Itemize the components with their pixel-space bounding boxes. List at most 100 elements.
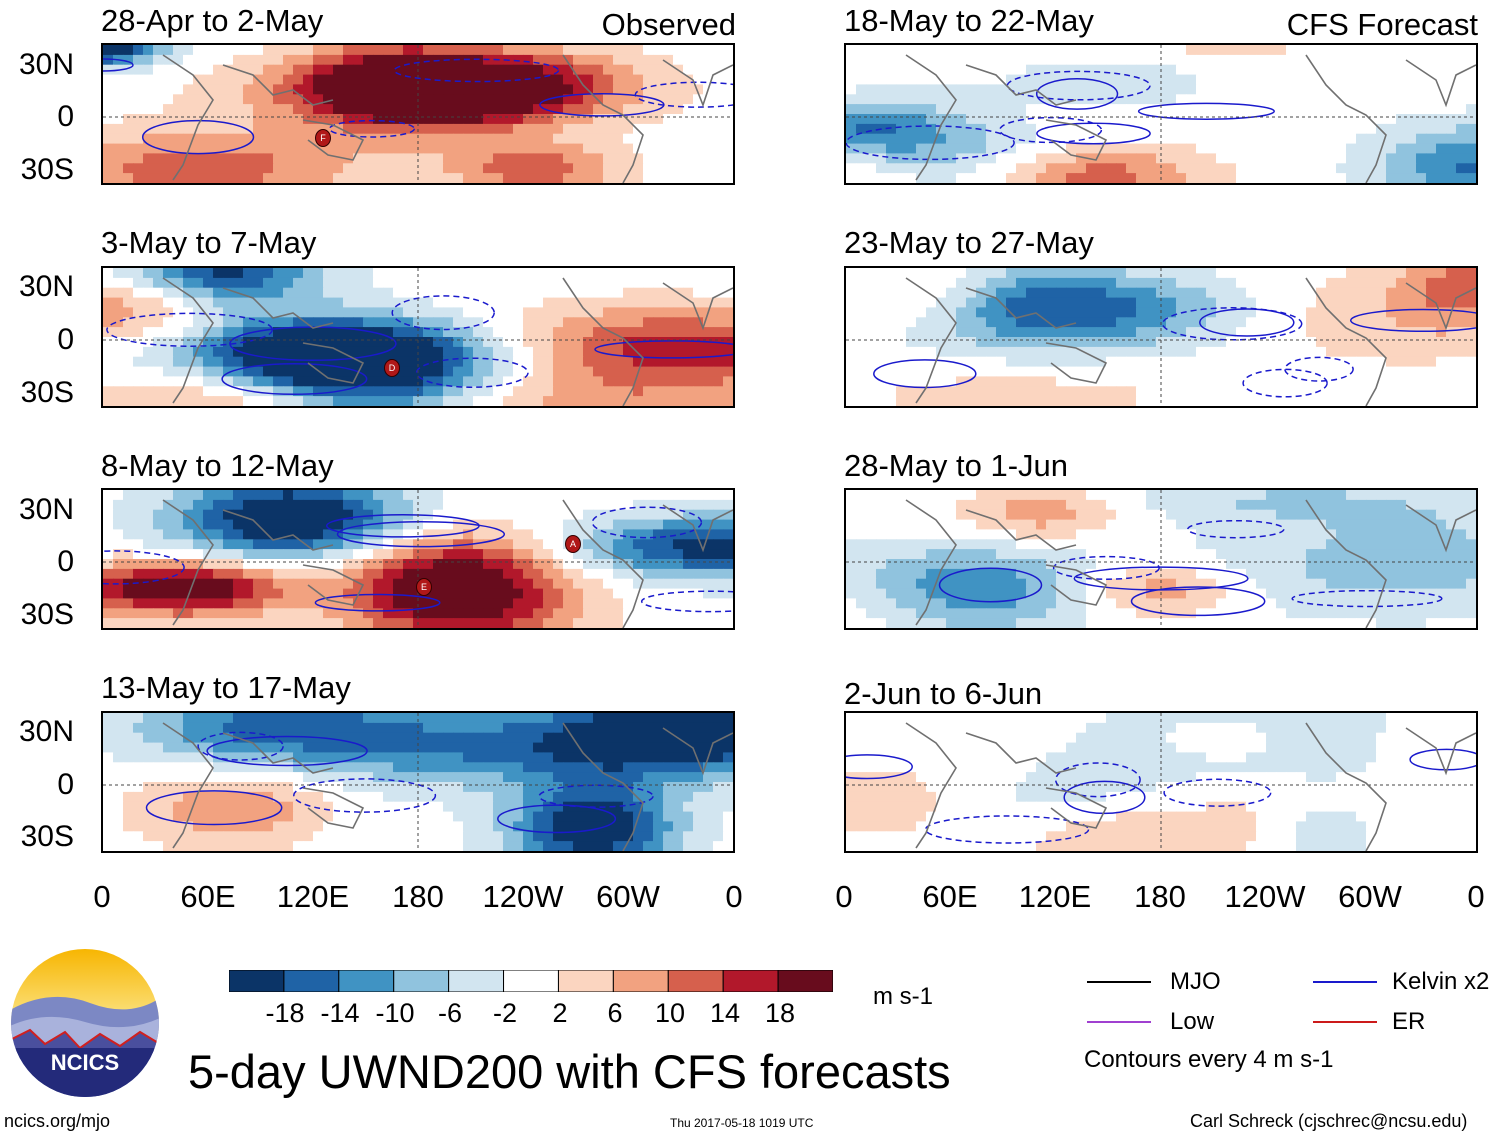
heat-cell	[653, 490, 664, 501]
heat-cell	[1296, 74, 1307, 86]
heat-cell	[1196, 337, 1207, 348]
heat-cell	[633, 287, 644, 299]
heat-cell	[363, 396, 374, 406]
heat-cell	[563, 722, 574, 734]
heat-cell	[213, 772, 224, 783]
heat-cell	[133, 490, 144, 501]
heat-cell	[713, 74, 724, 86]
heat-cell	[693, 831, 704, 842]
heat-cell	[523, 123, 534, 135]
heat-cell	[473, 337, 484, 348]
heat-cell	[633, 307, 644, 318]
heat-cell	[453, 104, 464, 115]
heat-cell	[213, 831, 224, 842]
heat-cell	[1366, 277, 1377, 289]
heat-cell	[163, 356, 174, 368]
heat-cell	[966, 74, 977, 86]
heat-cell	[103, 54, 114, 66]
heat-cell	[1096, 74, 1107, 86]
heat-cell	[453, 133, 464, 145]
heat-cell	[1146, 163, 1157, 174]
heat-cell	[253, 549, 264, 560]
heat-cell	[283, 153, 294, 164]
heat-cell	[643, 722, 654, 734]
heat-cell	[223, 713, 234, 724]
heat-cell	[443, 45, 454, 56]
heat-cell	[643, 277, 654, 289]
heat-cell	[393, 317, 404, 328]
heat-cell	[443, 123, 454, 135]
heat-cell	[323, 772, 334, 783]
heat-cell	[1176, 173, 1187, 183]
heat-cell	[443, 297, 454, 309]
heat-cell	[653, 821, 664, 832]
heat-cell	[856, 297, 867, 309]
kelvin-contour	[640, 590, 733, 613]
heat-cell	[593, 297, 604, 309]
heat-cell	[313, 598, 324, 609]
heat-cell	[473, 539, 484, 550]
heat-cell	[303, 287, 314, 299]
heat-cell	[183, 317, 194, 328]
heat-cell	[1176, 268, 1187, 279]
heat-cell	[403, 762, 414, 773]
heat-cell	[163, 268, 174, 279]
heat-cell	[603, 74, 614, 86]
heat-cell	[463, 791, 474, 803]
lat-label-0-1: 0	[57, 100, 74, 133]
heat-cell	[583, 608, 594, 619]
heat-cell	[723, 549, 733, 560]
heat-cell	[603, 366, 614, 378]
heat-cell	[153, 772, 164, 783]
heat-cell	[1306, 268, 1317, 279]
heat-cell	[383, 346, 394, 358]
heat-cell	[643, 94, 654, 105]
heat-cell	[916, 114, 927, 125]
heat-cell	[1226, 153, 1237, 164]
heat-cell	[283, 841, 294, 851]
heat-cell	[663, 123, 674, 135]
heat-cell	[573, 307, 584, 318]
heat-cell	[233, 539, 244, 550]
heat-cell	[986, 327, 997, 338]
heat-cell	[343, 45, 354, 56]
heat-cell	[886, 133, 897, 145]
heat-cell	[986, 114, 997, 125]
heat-cell	[673, 752, 684, 763]
heat-cell	[1046, 307, 1057, 318]
heat-cell	[1036, 74, 1047, 86]
heat-cell	[1186, 277, 1197, 289]
heat-cell	[453, 153, 464, 164]
heat-cell	[1396, 317, 1407, 328]
heat-cell	[453, 598, 464, 609]
heat-cell	[163, 801, 174, 813]
heat-cell	[193, 268, 204, 279]
heat-cell	[113, 74, 124, 86]
heat-cell	[956, 123, 967, 135]
heat-cell	[1356, 45, 1367, 56]
heat-cell	[1046, 153, 1057, 164]
heat-cell	[263, 821, 274, 832]
heat-cell	[193, 153, 204, 164]
heat-cell	[323, 519, 334, 531]
heat-cell	[683, 529, 694, 540]
heat-cell	[113, 45, 124, 56]
heat-cell	[876, 94, 887, 105]
heat-cell	[213, 45, 224, 56]
heat-cell	[123, 618, 134, 628]
heat-cell	[483, 143, 494, 155]
heat-cell	[1126, 114, 1137, 125]
heat-cell	[693, 54, 704, 66]
heat-cell	[363, 598, 374, 609]
heat-cell	[323, 752, 334, 763]
heat-cell	[1446, 54, 1457, 66]
heat-cell	[573, 559, 584, 570]
heat-cell	[273, 762, 284, 773]
heat-cell	[1296, 163, 1307, 174]
map-panel-obs-4	[101, 711, 735, 853]
heat-cell	[683, 791, 694, 803]
heat-cell	[1166, 268, 1177, 279]
heat-cell	[1456, 114, 1467, 125]
heat-cell	[1176, 104, 1187, 115]
heat-cell	[583, 742, 594, 754]
